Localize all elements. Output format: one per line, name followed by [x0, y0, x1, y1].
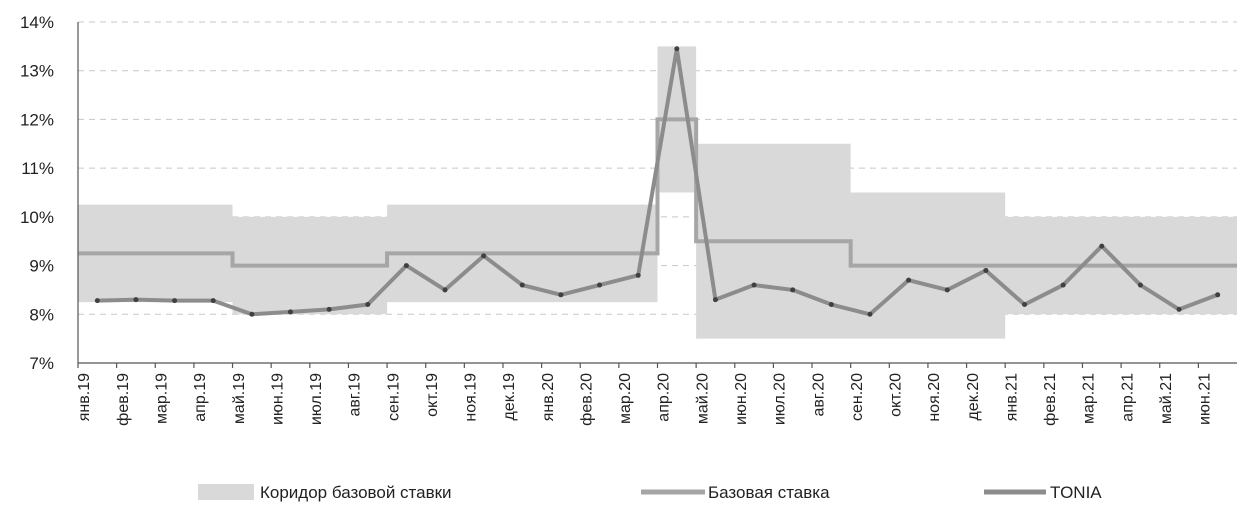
y-tick-label: 9%	[29, 257, 54, 276]
x-tick-label: сен.20	[849, 373, 866, 421]
x-tick-label: окт.19	[424, 373, 441, 417]
y-tick-label: 12%	[20, 110, 54, 129]
x-tick-label: май.19	[231, 373, 248, 424]
legend-base-label: Базовая ставка	[708, 483, 830, 502]
x-tick-label: сен.19	[385, 373, 402, 421]
legend-tonia-label: TONIA	[1050, 483, 1102, 502]
x-tick-label: фев.19	[115, 373, 132, 426]
x-tick-label: июл.19	[308, 373, 325, 425]
x-tick-label: янв.21	[1003, 373, 1020, 421]
x-tick-label: янв.20	[540, 373, 557, 421]
x-tick-label: июл.20	[772, 373, 789, 425]
tonia-point	[674, 46, 680, 52]
x-tick-label: авг.20	[810, 373, 827, 417]
tonia-point	[597, 282, 603, 288]
legend-corridor-swatch	[198, 484, 254, 500]
x-tick-label: мар.20	[617, 373, 634, 424]
tonia-point	[944, 287, 950, 293]
x-tick-label: мар.19	[153, 373, 170, 424]
x-tick-labels: янв.19 фев.19 мар.19 апр.19 май.19 июн.19 июл.…	[76, 363, 1214, 426]
x-tick-label: ноя.19	[463, 373, 480, 422]
tonia-line	[94, 46, 1221, 317]
x-tick-label: дек.20	[965, 373, 982, 421]
x-tick-label: фев.21	[1042, 373, 1059, 426]
x-tick-label: июн.20	[733, 373, 750, 425]
tonia-point	[94, 298, 100, 304]
tonia-point	[1099, 243, 1105, 249]
tonia-point	[828, 302, 834, 308]
x-tick-label: май.21	[1158, 373, 1175, 424]
tonia-point	[133, 297, 139, 303]
tonia-point	[635, 272, 641, 278]
base-rate-path	[78, 117, 1237, 268]
tonia-point	[558, 292, 564, 298]
tonia-point	[867, 311, 873, 317]
tonia-point	[481, 253, 487, 259]
x-tick-label: июн.19	[269, 373, 286, 425]
y-tick-labels: 7% 8% 9% 10% 11% 12% 13% 14%	[20, 13, 54, 373]
y-tick-label: 14%	[20, 13, 54, 32]
tonia-path	[97, 46, 1219, 317]
x-tick-label: июн.21	[1197, 373, 1214, 425]
tonia-point	[249, 311, 255, 317]
tonia-point	[365, 302, 371, 308]
legend-corridor-label: Коридор базовой ставки	[260, 483, 452, 502]
tonia-point	[326, 306, 332, 312]
tonia-point	[172, 298, 178, 304]
tonia-point	[983, 267, 989, 273]
tonia-point	[442, 287, 448, 293]
tonia-point	[1176, 306, 1182, 312]
x-tick-label: мар.21	[1081, 373, 1098, 424]
x-tick-label: май.20	[694, 373, 711, 424]
x-tick-label: окт.20	[888, 373, 905, 417]
tonia-point	[287, 309, 293, 315]
base-rate-line	[78, 117, 1237, 268]
tonia-point	[906, 277, 912, 283]
x-tick-label: апр.21	[1119, 373, 1136, 422]
tonia-point	[210, 298, 216, 304]
y-tick-label: 8%	[29, 305, 54, 324]
x-tick-label: дек.19	[501, 373, 518, 421]
tonia-point	[1060, 282, 1066, 288]
y-tick-label: 11%	[21, 159, 54, 178]
x-tick-label: фев.20	[578, 373, 595, 426]
legend: Коридор базовой ставки Базовая ставка TO…	[198, 483, 1102, 502]
x-tick-label: апр.19	[192, 373, 209, 422]
tonia-point	[712, 297, 718, 303]
x-tick-label: янв.19	[76, 373, 93, 421]
tonia-point	[403, 263, 409, 269]
tonia-point	[519, 282, 525, 288]
tonia-point	[790, 287, 796, 293]
tonia-point	[1215, 292, 1221, 298]
x-tick-label: ноя.20	[926, 373, 943, 422]
x-tick-label: авг.19	[347, 373, 364, 417]
y-tick-label: 13%	[20, 62, 54, 81]
y-tick-label: 10%	[20, 208, 54, 227]
y-tick-label: 7%	[29, 354, 54, 373]
tonia-point	[1022, 302, 1028, 308]
x-tick-label: апр.20	[656, 373, 673, 422]
tonia-point	[751, 282, 757, 288]
tonia-point	[1137, 282, 1143, 288]
